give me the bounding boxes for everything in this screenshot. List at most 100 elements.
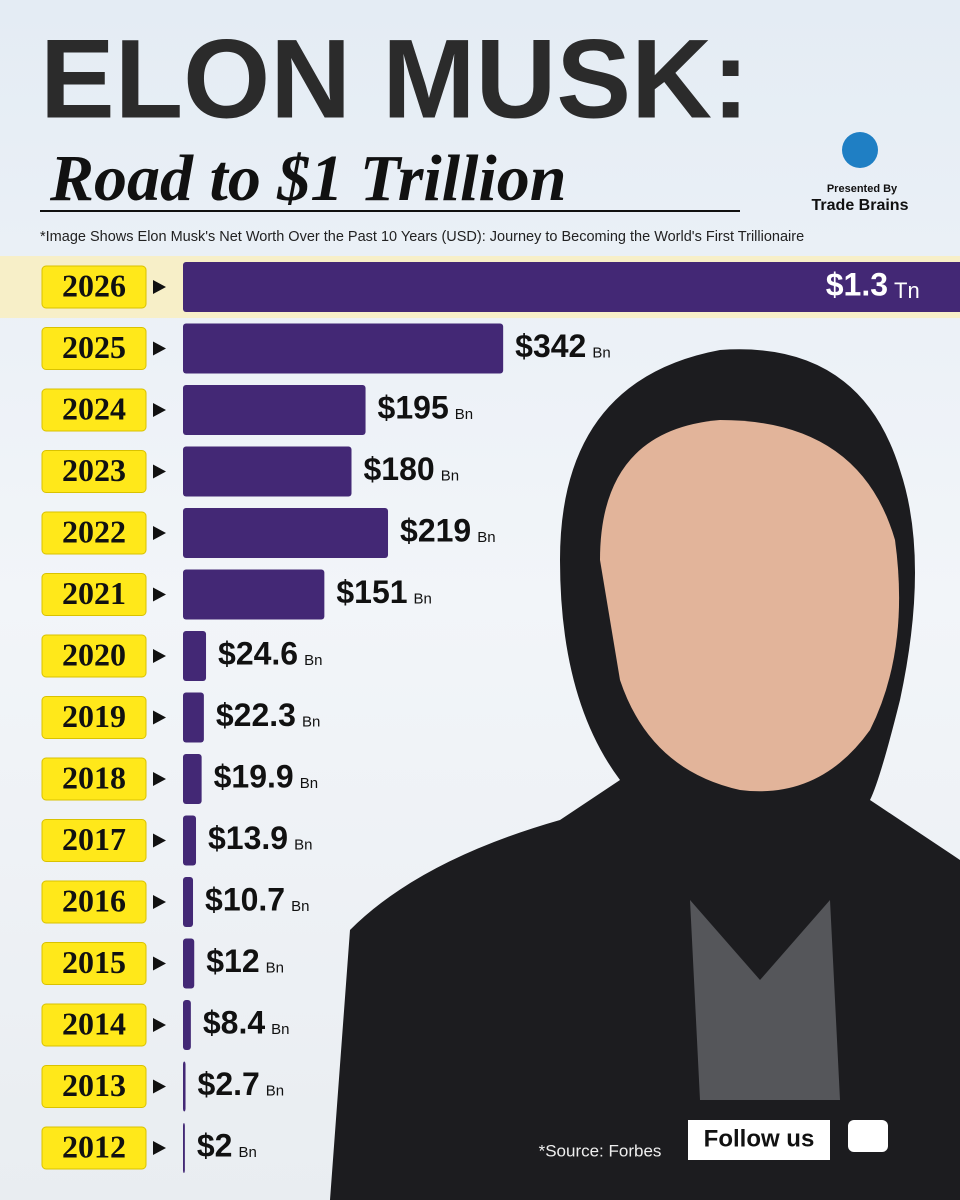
row-arrow (153, 403, 166, 417)
value-unit: Bn (294, 836, 312, 853)
value-label: $151 (336, 574, 407, 610)
category-label: 2015 (62, 944, 126, 980)
portrait-face (600, 420, 900, 792)
value-label: $10.7 (205, 881, 285, 917)
bar (183, 692, 204, 743)
value-label: $2 (197, 1127, 233, 1163)
bar (183, 815, 197, 866)
category-box (41, 1003, 147, 1047)
category-label: 2025 (62, 329, 126, 365)
presenter: Trade Brains (812, 197, 909, 214)
portrait-shirt (690, 900, 840, 1100)
category-label: 2017 (62, 821, 126, 857)
category-box (41, 634, 147, 678)
row-arrow (153, 772, 166, 786)
row-arrow (153, 1079, 166, 1094)
category-label: 2020 (62, 636, 126, 672)
bar (183, 446, 352, 497)
category-label: 2014 (62, 1005, 126, 1041)
category-box (41, 757, 147, 801)
row-arrow (153, 280, 166, 294)
bar (183, 262, 960, 312)
value-unit: Bn (414, 590, 432, 607)
category-box (41, 1126, 147, 1170)
follow-button[interactable] (688, 1120, 830, 1160)
bar (183, 385, 366, 435)
category-label: 2023 (62, 452, 126, 488)
category-box (41, 1065, 147, 1108)
category-box (41, 942, 147, 985)
bar (183, 1061, 186, 1112)
value-unit: Bn (300, 775, 318, 792)
source: *Source: Forbes (539, 1141, 662, 1160)
value-label: $8.4 (203, 1004, 265, 1040)
row-arrow (153, 1018, 166, 1032)
category-label: 2024 (62, 390, 126, 426)
row-arrow (153, 526, 166, 540)
logo (842, 132, 878, 168)
value-unit: Bn (238, 1144, 256, 1161)
value-label: $342 (515, 328, 586, 364)
follow-text[interactable]: Follow us (704, 1125, 815, 1152)
row-arrow (153, 341, 166, 356)
category-box (41, 450, 147, 493)
category-label: 2022 (62, 513, 126, 549)
value-label: $13.9 (208, 820, 288, 856)
bar (183, 1123, 185, 1173)
row-arrow (153, 1141, 166, 1155)
bar (183, 631, 207, 681)
thumbs-icon (848, 1120, 888, 1152)
value-label: $219 (400, 512, 471, 548)
value-unit: Bn (291, 898, 309, 915)
value-label: $19.9 (214, 758, 294, 794)
bar (183, 323, 504, 374)
row-arrow (153, 956, 166, 971)
row-arrow (153, 895, 166, 909)
row-arrow (153, 710, 166, 725)
value-unit: Bn (441, 467, 459, 484)
bar (183, 569, 325, 620)
category-box (41, 819, 147, 862)
bar (183, 1000, 191, 1050)
category-box (41, 880, 147, 924)
category-label: 2026 (62, 267, 126, 303)
value-label: $2.7 (198, 1066, 260, 1102)
category-label: 2012 (62, 1128, 126, 1164)
category-label: 2019 (62, 698, 126, 734)
category-box (41, 388, 147, 432)
row-arrow (153, 649, 166, 663)
value-label: $180 (364, 451, 435, 487)
value-unit: Bn (302, 713, 320, 730)
bar (183, 877, 194, 927)
bar (183, 508, 389, 558)
bar (183, 754, 202, 804)
row-arrow (153, 833, 166, 848)
category-label: 2021 (62, 575, 126, 611)
value-unit: Bn (592, 344, 610, 361)
row-arrow (153, 587, 166, 602)
category-box (41, 573, 147, 616)
value-unit: Bn (266, 1082, 284, 1099)
value-unit: Bn (266, 959, 284, 976)
category-box (41, 696, 147, 739)
presenter-label: Presented By (827, 183, 898, 195)
value-label: $195 (378, 389, 449, 425)
category-label: 2016 (62, 882, 126, 918)
bar (183, 938, 195, 989)
value-unit: Bn (455, 406, 473, 423)
value-unit: Bn (477, 529, 495, 546)
value-unit: Tn (894, 278, 920, 303)
category-box (41, 265, 147, 309)
row-arrow (153, 464, 166, 479)
value-label: $24.6 (218, 635, 298, 671)
value-unit: Bn (304, 652, 322, 669)
value-label: $12 (206, 943, 259, 979)
value-label: $1.3 (826, 266, 888, 302)
value-unit: Bn (271, 1021, 289, 1038)
category-label: 2018 (62, 759, 126, 795)
value-label: $22.3 (216, 697, 296, 733)
category-label: 2013 (62, 1067, 126, 1103)
category-box (41, 511, 147, 555)
category-box (41, 327, 147, 370)
